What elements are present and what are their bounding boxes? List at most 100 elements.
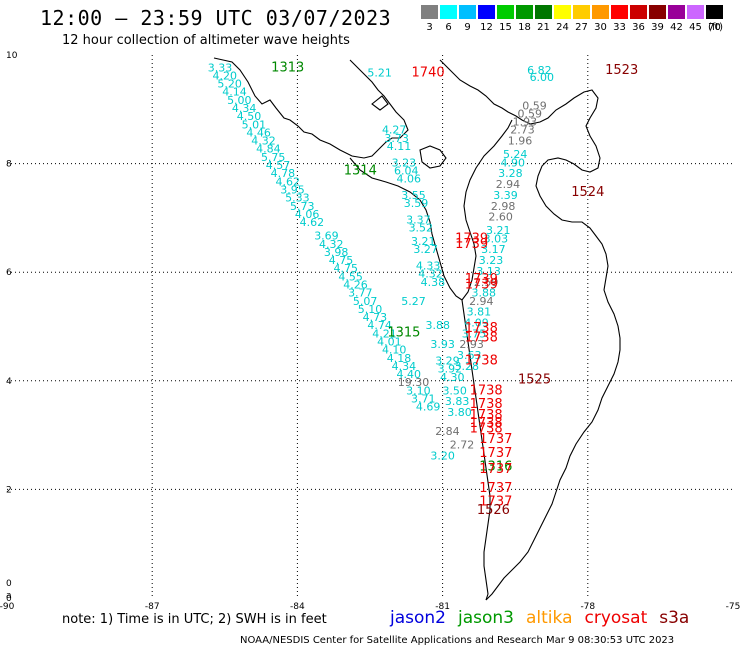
- scale-swatch: [668, 5, 685, 19]
- wave-height-value: 3.59: [404, 197, 429, 210]
- wave-height-value: 3.80: [447, 406, 472, 419]
- wave-height-value: 4.34: [232, 102, 257, 115]
- wave-height-value: 3.88: [471, 287, 496, 300]
- scale-label: 24: [556, 22, 569, 33]
- pass-number: 1737: [479, 446, 512, 461]
- y-tick-label: 10: [6, 51, 18, 61]
- wave-height-value: 4.38: [421, 276, 446, 289]
- wave-height-value: 3.77: [348, 287, 373, 300]
- wave-height-value: 2.60: [488, 211, 513, 224]
- wave-height-value: 2.72: [450, 439, 475, 452]
- wave-height-value: 3.92: [438, 363, 463, 376]
- pass-number: 1739: [465, 272, 498, 287]
- wave-height-value: 5.33: [285, 192, 310, 205]
- wave-height-value: 3.13: [476, 265, 501, 278]
- x-tick-label: -75: [726, 602, 740, 612]
- satellite-altika: altika: [526, 608, 573, 628]
- scale-swatch: [535, 5, 552, 19]
- pass-number: 1737: [479, 432, 512, 447]
- pass-number: 1738: [470, 416, 503, 431]
- x-tick-label: -87: [145, 602, 160, 612]
- pass-number: 1316: [479, 459, 512, 474]
- wave-height-value: 3.29: [435, 355, 460, 368]
- wave-height-value: 2.84: [435, 425, 460, 438]
- scale-label: 36: [632, 22, 645, 33]
- pass-number: 1739: [455, 231, 488, 246]
- scale-swatch: [687, 5, 704, 19]
- pass-number: 1738: [465, 331, 498, 346]
- x-tick-label: -78: [580, 602, 595, 612]
- pass-number: 1737: [479, 495, 512, 510]
- wave-height-value: 4.10: [382, 344, 407, 357]
- scale-unit: (ft): [708, 22, 724, 33]
- wave-height-value: 4.40: [396, 368, 421, 381]
- y-tick-label: 8: [6, 160, 12, 170]
- wave-height-value: 4.18: [387, 352, 412, 365]
- scale-swatch: [611, 5, 628, 19]
- wave-height-value: 3.20: [430, 450, 455, 463]
- credit-line: NOAA/NESDIS Center for Satellite Applica…: [240, 635, 675, 646]
- wave-height-value: 5.24: [503, 148, 528, 161]
- wave-height-value: 4.34: [392, 360, 417, 373]
- scale-label: 27: [575, 22, 588, 33]
- wave-height-value: 3.27: [413, 243, 438, 256]
- wave-height-value: 6.04: [394, 164, 419, 177]
- wave-height-value: 3.98: [324, 246, 349, 259]
- wave-height-value: 4.21: [372, 327, 397, 340]
- scale-label: 3: [426, 22, 433, 33]
- wave-height-value: 3.23: [392, 156, 417, 169]
- wave-height-value: 4.32: [319, 238, 344, 251]
- wave-height-value: 5.07: [353, 295, 378, 308]
- wave-height-value: 3.33: [208, 61, 233, 74]
- wave-height-value: 3.52: [409, 221, 434, 234]
- scale-label: 9: [464, 22, 471, 33]
- x-tick-label: -84: [290, 602, 305, 612]
- wave-height-value: 3.03: [484, 232, 509, 245]
- pass-number: 1738: [465, 354, 498, 369]
- pass-number: 1738: [470, 408, 503, 423]
- pass-number: 1740: [412, 66, 445, 81]
- wave-height-value: 3.88: [426, 319, 451, 332]
- footnote: note: 1) Time is in UTC; 2) SWH is in fe…: [62, 612, 327, 627]
- wave-height-value: 2.94: [469, 295, 494, 308]
- wave-height-value: 4.30: [440, 371, 465, 384]
- wave-height-value: 3.21: [411, 235, 436, 248]
- wave-height-value: 5.01: [242, 118, 267, 131]
- pass-number: 1313: [271, 60, 304, 75]
- x-tick-label: -90: [0, 602, 15, 612]
- wave-height-value: 3.63: [457, 349, 482, 362]
- wave-height-value: 0.59: [517, 107, 542, 120]
- pass-number: 1523: [605, 63, 638, 78]
- wave-height-value: 3.75: [462, 327, 487, 340]
- wave-height-value: 4.06: [396, 173, 421, 186]
- satellite-legend: jason2 jason3 altika cryosat s3a: [390, 608, 701, 628]
- wave-height-value: 2.93: [459, 338, 484, 351]
- y-tick-label: 2: [6, 485, 12, 495]
- pass-number: 1739: [455, 237, 488, 252]
- wave-height-value: 4.46: [246, 126, 271, 139]
- scale-swatch: [592, 5, 609, 19]
- map-title: 12:00 – 23:59 UTC 03/07/2023: [40, 6, 392, 30]
- pass-number: 1525: [518, 373, 551, 388]
- wave-height-value: 4.78: [271, 167, 296, 180]
- wave-height-value: 4.75: [329, 254, 354, 267]
- wave-height-value: 4.11: [387, 140, 412, 153]
- wave-height-value: 4.32: [418, 268, 443, 281]
- pass-number: 1524: [571, 185, 604, 200]
- scale-label: 42: [670, 22, 683, 33]
- y-tick-label: 0: [6, 594, 12, 604]
- scale-label: 6: [445, 22, 452, 33]
- pass-number: 1738: [470, 421, 503, 436]
- wave-height-value: 4.90: [501, 156, 526, 169]
- scale-swatch: [459, 5, 476, 19]
- satellite-jason2: jason2: [390, 608, 446, 628]
- wave-height-value: 4.55: [338, 270, 363, 283]
- scale-label: 33: [613, 22, 626, 33]
- wave-height-value: 3.28: [455, 360, 480, 373]
- pass-number: 1739: [465, 277, 498, 292]
- y-tick-label: 6: [6, 268, 12, 278]
- wave-height-value: 4.14: [222, 86, 247, 99]
- wave-height-value: 4.84: [256, 143, 281, 156]
